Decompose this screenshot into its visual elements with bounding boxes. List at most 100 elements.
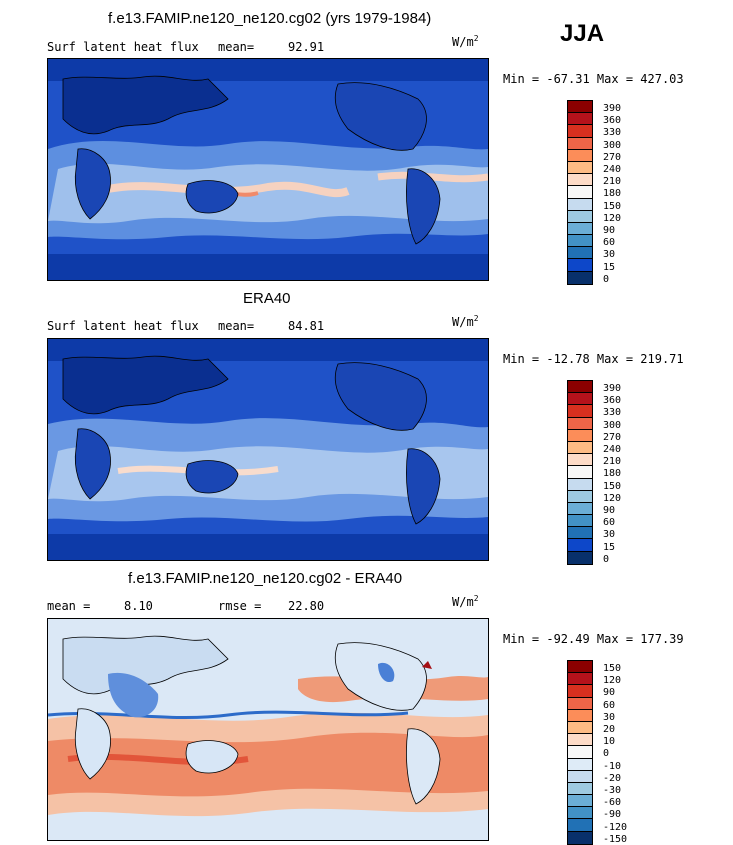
panel1-colorbar-swatch [568, 271, 592, 284]
panel2-colorbar-swatch [568, 393, 592, 406]
panel2-colorbar-swatch [568, 551, 592, 564]
panel3-level-label: -60 [603, 797, 622, 809]
panel1-colorbar-swatch [568, 174, 592, 187]
panel3-colorbar-swatch [568, 795, 592, 808]
panel1-level-label: 360 [603, 115, 622, 127]
panel3-mean-value: 8.10 [124, 599, 153, 613]
panel3-map [47, 618, 489, 841]
panel3-colorbar-swatch [568, 770, 592, 783]
panel1-level-label: 300 [603, 139, 622, 151]
panel3-level-label: 120 [603, 675, 622, 687]
panel3-colorbar-swatch [568, 673, 592, 686]
panel2-colorbar-swatch [568, 417, 592, 430]
panel1-variable-label: Surf latent heat flux [47, 40, 199, 54]
panel2-colorbar-swatch [568, 502, 592, 516]
panel2-level-label: 180 [603, 468, 622, 480]
panel2-colorbar-swatch [568, 527, 592, 540]
panel2-level-label: 120 [603, 492, 622, 504]
panel1-colorbar-swatch [568, 235, 592, 248]
panel1-level-label: 90 [603, 225, 616, 236]
panel2-colorbar-swatch [568, 539, 592, 552]
panel1-level-label: 240 [603, 164, 622, 175]
panel2-level-label: 360 [603, 395, 622, 407]
panel1-level-label: 210 [603, 176, 622, 188]
panel1-mean-label: mean= [218, 40, 255, 54]
panel1-colorbar-swatch [568, 149, 592, 162]
panel1-level-label: 120 [603, 212, 622, 224]
panel3-minmax: Min = -92.49 Max = 177.39 [503, 632, 684, 646]
panel3-colorbar-swatch [568, 697, 592, 710]
panel2-colorbar [567, 380, 593, 565]
panel1-level-label: 0 [603, 273, 610, 285]
panel2-level-label: 390 [603, 383, 622, 394]
panel1-colorbar-swatch [568, 222, 592, 236]
panel1-level-label: 270 [603, 151, 622, 163]
panel3-level-label: 60 [603, 699, 616, 711]
panel2-mean-label: mean= [218, 319, 255, 333]
panel2-colorbar-swatch [568, 490, 592, 503]
panel2-level-label: 270 [603, 431, 622, 443]
panel2-minmax: Min = -12.78 Max = 219.71 [503, 352, 684, 366]
panel3-colorbar-swatch [568, 709, 592, 722]
panel2-colorbar-swatch [568, 454, 592, 467]
panel2-colorbar-swatch [568, 429, 592, 442]
panel1-colorbar-swatch [568, 198, 592, 211]
panel3-level-label: 90 [603, 687, 616, 699]
panel2-level-label: 0 [603, 553, 610, 565]
panel2-variable-label: Surf latent heat flux [47, 319, 199, 333]
panel1-level-label: 15 [603, 261, 616, 273]
panel2-colorbar-swatch [568, 515, 592, 528]
panel1-colorbar-swatch [568, 125, 592, 138]
panel1-colorbar-swatch [568, 161, 592, 175]
season-label: JJA [560, 20, 605, 47]
panel3-colorbar-swatch [568, 782, 592, 796]
panel3-colorbar-swatch [568, 685, 592, 698]
panel1-level-label: 30 [603, 249, 616, 261]
panel1-units: W/m2 [452, 34, 479, 49]
panel2-level-label: 150 [603, 480, 622, 492]
panel3-colorbar-swatch [568, 746, 592, 759]
panel1-level-label: 180 [603, 188, 622, 200]
panel2-colorbar-swatch [568, 466, 592, 479]
panel2-colorbar-swatch [568, 405, 592, 418]
panel1-minmax: Min = -67.31 Max = 427.03 [503, 72, 684, 86]
panel2-level-label: 60 [603, 517, 616, 529]
panel2-colorbar-swatch [568, 381, 592, 394]
panel1-colorbar-swatch [568, 137, 592, 150]
panel2-level-label: 30 [603, 529, 616, 541]
panel1-title: f.e13.FAMIP.ne120_ne120.cg02 (yrs 1979-1… [108, 10, 432, 27]
panel3-level-label: -90 [603, 809, 622, 821]
panel2-level-label: 210 [603, 456, 622, 468]
panel3-rmse-label: rmse = [218, 599, 262, 613]
panel1-colorbar-swatch [568, 259, 592, 272]
panel3-level-label: 10 [603, 736, 616, 748]
panel3-level-label: -120 [603, 821, 628, 833]
panel3-level-label: 150 [603, 663, 622, 674]
panel3-level-label: -150 [603, 833, 628, 845]
panel3-colorbar-swatch [568, 734, 592, 747]
panel3-title: f.e13.FAMIP.ne120_ne120.cg02 - ERA40 [128, 570, 403, 587]
panel2-level-label: 240 [603, 444, 622, 455]
panel2-level-label: 300 [603, 419, 622, 431]
panel1-colorbar-swatch [568, 113, 592, 126]
panel3-level-label: -20 [603, 772, 622, 784]
panel1-colorbar [567, 100, 593, 285]
panel3-rmse-value: 22.80 [288, 599, 325, 613]
panel3-colorbar-swatch [568, 758, 592, 771]
panel1-colorbar-swatch [568, 186, 592, 199]
panel2-level-label: 90 [603, 505, 616, 516]
panel3-level-label: 30 [603, 711, 616, 723]
panel1-colorbar-swatch [568, 247, 592, 260]
panel1-colorbar-swatch [568, 210, 592, 223]
panel1-mean-value: 92.91 [288, 40, 325, 54]
panel3-mean-label: mean = [47, 599, 91, 613]
panel2-mean-value: 84.81 [288, 319, 325, 333]
panel3-level-label: -10 [603, 760, 622, 772]
panel3-units: W/m2 [452, 594, 479, 609]
panel1-map [47, 58, 489, 281]
panel3-level-label: 20 [603, 724, 616, 735]
panel3-colorbar-swatch [568, 831, 592, 844]
panel3-level-label: -30 [603, 785, 622, 796]
panel1-colorbar-swatch [568, 101, 592, 114]
panel1-level-label: 330 [603, 127, 622, 139]
